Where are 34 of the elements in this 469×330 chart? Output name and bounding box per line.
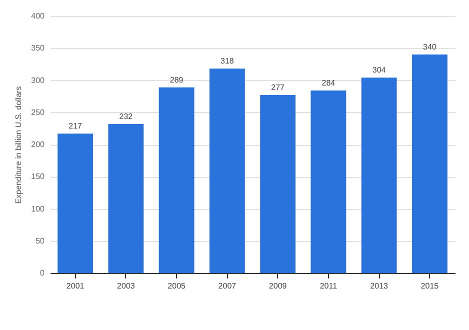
bar xyxy=(412,54,448,273)
x-tick-label: 2005 xyxy=(168,282,186,290)
bar xyxy=(108,124,144,273)
y-tick-label: 400 xyxy=(31,12,46,20)
x-tick-label: 2009 xyxy=(268,282,288,290)
x-tick-label: 2015 xyxy=(420,282,440,290)
data-label: 217 xyxy=(68,122,83,131)
y-tick-label: 300 xyxy=(31,76,46,85)
x-tick-label: 2001 xyxy=(66,282,85,290)
y-tick-label: 250 xyxy=(31,108,46,117)
y-tick-label: 0 xyxy=(40,268,46,278)
data-label: 304 xyxy=(372,66,386,75)
x-tick-label: 2013 xyxy=(370,282,389,290)
bar xyxy=(361,78,397,273)
bar xyxy=(158,87,194,273)
x-tick-label: 2003 xyxy=(117,282,136,290)
data-label: 318 xyxy=(220,56,234,66)
x-tick-label: 2011 xyxy=(320,282,338,290)
y-axis-title: Expenditure in billion U.S. dollars xyxy=(14,86,24,204)
data-label: 340 xyxy=(423,42,437,52)
data-label: 232 xyxy=(119,112,134,121)
bar xyxy=(58,134,94,273)
y-tick-label: 350 xyxy=(31,44,46,53)
bar xyxy=(209,68,245,273)
bar xyxy=(260,95,296,273)
data-label: 284 xyxy=(322,78,336,88)
y-tick-label: 100 xyxy=(31,204,46,214)
x-tick-label: 2007 xyxy=(218,282,237,290)
y-tick-label: 200 xyxy=(31,140,46,149)
data-label: 277 xyxy=(271,83,286,92)
bar xyxy=(310,90,346,273)
y-tick-label: 150 xyxy=(31,172,46,182)
y-tick-label: 50 xyxy=(36,236,46,246)
data-label: 289 xyxy=(170,75,184,84)
